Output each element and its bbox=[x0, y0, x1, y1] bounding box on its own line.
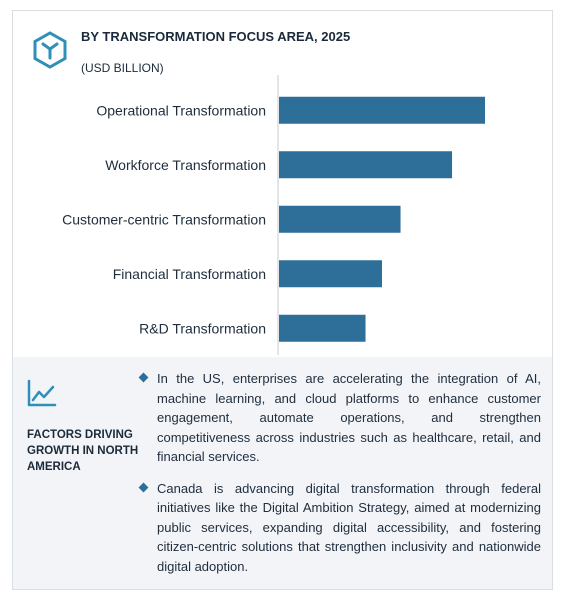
chart-title: BY TRANSFORMATION FOCUS AREA, 2025 bbox=[81, 29, 351, 44]
factors-bullet-list: In the US, enterprises are accelerating … bbox=[137, 369, 541, 588]
factor-bullet-us: In the US, enterprises are accelerating … bbox=[137, 369, 541, 467]
bar bbox=[279, 96, 485, 124]
factors-label: FACTORS DRIVING GROWTH IN NORTH AMERICA bbox=[27, 429, 139, 473]
chart-header: BY TRANSFORMATION FOCUS AREA, 2025 (USD … bbox=[33, 25, 533, 87]
factor-bullet-text: In the US, enterprises are accelerating … bbox=[157, 371, 541, 464]
bar bbox=[279, 260, 382, 288]
factor-bullet-text: Canada is advancing digital transformati… bbox=[157, 480, 541, 574]
category-label: Customer-centric Transformation bbox=[62, 211, 266, 227]
category-label: Financial Transformation bbox=[113, 266, 266, 282]
category-label: Workforce Transformation bbox=[105, 157, 266, 173]
category-label: Operational Transformation bbox=[96, 102, 266, 118]
chart-subtitle: (USD BILLION) bbox=[81, 61, 164, 75]
factors-panel: FACTORS DRIVING GROWTH IN NORTH AMERICA … bbox=[13, 357, 552, 589]
hexagon-logo-icon bbox=[33, 31, 67, 69]
trend-chart-icon bbox=[27, 379, 57, 407]
factor-bullet-canada: Canada is advancing digital transformati… bbox=[137, 479, 541, 577]
category-label: R&D Transformation bbox=[139, 320, 266, 336]
bar bbox=[279, 314, 366, 342]
diamond-bullet-icon bbox=[138, 372, 149, 383]
bar bbox=[279, 151, 453, 179]
bar-chart: Operational Transformation Workforce Tran… bbox=[13, 75, 554, 355]
bar-chart-svg: Operational Transformation Workforce Tran… bbox=[62, 75, 485, 355]
infographic-card: BY TRANSFORMATION FOCUS AREA, 2025 (USD … bbox=[12, 10, 553, 590]
bar bbox=[279, 205, 401, 233]
diamond-bullet-icon bbox=[138, 482, 149, 492]
